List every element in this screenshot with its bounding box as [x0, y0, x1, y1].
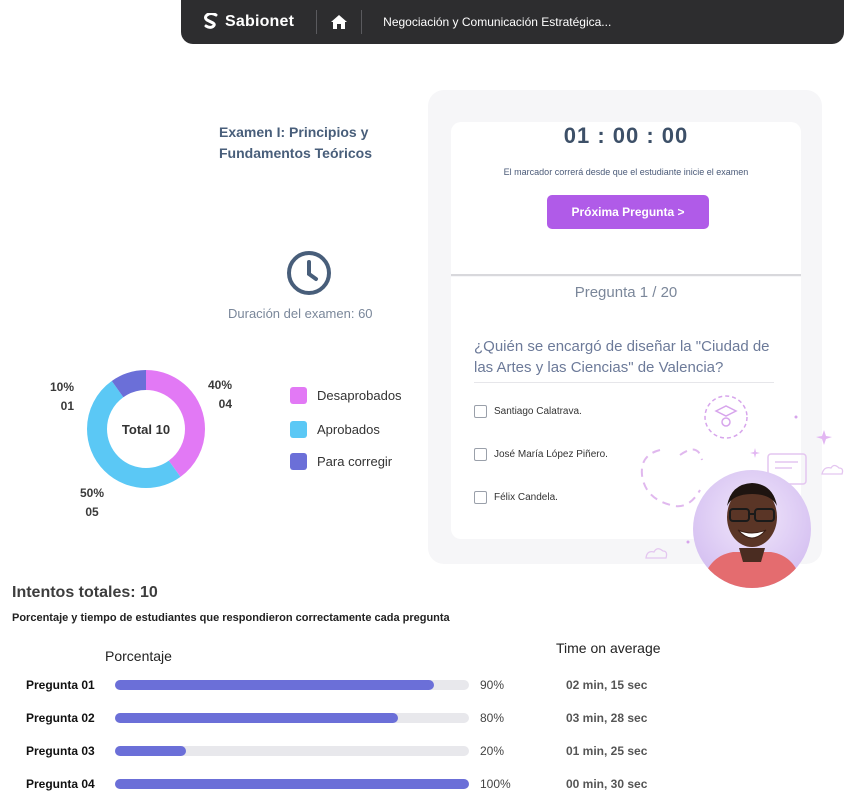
question-label: Pregunta 03 [26, 744, 95, 758]
cloud-icon [821, 464, 844, 475]
divider [316, 10, 318, 34]
breadcrumb-course[interactable]: Negociación y Comunicación Estratégica..… [383, 15, 612, 29]
top-bar: Sabionet Negociación y Comunicación Estr… [181, 0, 844, 44]
person-icon [701, 483, 803, 588]
pct-label-desaprobados: 40% 04 [208, 378, 233, 411]
sparkle-icon [750, 448, 760, 458]
percent-bar-track [115, 779, 469, 789]
answer-checkbox[interactable] [474, 491, 487, 504]
donut-center-label: Total 10 [122, 422, 170, 437]
exam-duration: Duración del examen: 60 [228, 306, 373, 321]
divider [361, 10, 363, 34]
percent-bar-track [115, 680, 469, 690]
answer-option[interactable]: Félix Candela. [474, 491, 558, 504]
total-attempts: Intentos totales: 10 [12, 584, 158, 601]
percent-value: 90% [480, 678, 505, 692]
answer-option[interactable]: José María López Piñero. [474, 448, 608, 461]
brand-logo[interactable]: Sabionet [203, 13, 294, 31]
legend-swatch [290, 453, 307, 470]
percent-bar-fill [115, 746, 186, 756]
answer-option[interactable]: Santiago Calatrava. [474, 405, 582, 418]
average-time: 00 min, 30 sec [566, 777, 648, 791]
donut-slice-aprobados [87, 370, 205, 488]
home-button[interactable] [330, 14, 348, 30]
sabionet-logo-icon [204, 13, 218, 29]
column-header-percent: Porcentaje [105, 648, 172, 664]
next-question-button[interactable]: Próxima Pregunta > [547, 195, 709, 229]
question-counter: Pregunta 1 / 20 [574, 284, 678, 301]
question-stat-row: Pregunta 02 80% 03 min, 28 sec [0, 709, 844, 729]
exam-timer: 01 : 00 : 00 [563, 123, 689, 148]
sparkle-icon [816, 430, 832, 445]
donut-slice-para-corregir [87, 370, 205, 488]
question-text: ¿Quién se encargó de diseñar la "Ciudad … [474, 338, 770, 376]
exam-title: Examen I: Principios y Fundamentos Teóri… [219, 124, 372, 161]
percent-value: 80% [480, 711, 505, 725]
question-label: Pregunta 02 [26, 711, 95, 725]
percent-value: 100% [480, 777, 511, 791]
stats-subtitle: Porcentaje y tiempo de estudiantes que r… [12, 612, 450, 624]
question-label: Pregunta 04 [26, 777, 95, 791]
timer-note: El marcador correrá desde que el estudia… [503, 167, 749, 177]
answer-checkbox[interactable] [474, 448, 487, 461]
average-time: 02 min, 15 sec [566, 678, 648, 692]
question-stat-row: Pregunta 04 100% 00 min, 30 sec [0, 775, 844, 795]
pct-label-aprobados: 50% 05 [80, 486, 105, 519]
percent-bar-fill [115, 713, 399, 723]
clock-icon [287, 251, 331, 295]
percent-bar-fill [115, 779, 469, 789]
percent-bar-track [115, 713, 469, 723]
home-icon [331, 15, 348, 29]
legend-desaprobados: Desaprobados [290, 387, 402, 404]
legend-aprobados: Aprobados [290, 421, 380, 438]
legend-swatch [290, 421, 307, 438]
percent-bar-fill [115, 680, 434, 690]
column-header-time: Time on average [556, 640, 661, 656]
results-donut-chart: Total 10 [87, 370, 205, 488]
card-divider [451, 274, 801, 276]
question-stat-row: Pregunta 03 20% 01 min, 25 sec [0, 742, 844, 762]
percent-bar-track [115, 746, 469, 756]
average-time: 03 min, 28 sec [566, 711, 648, 725]
question-underline [474, 382, 774, 383]
average-time: 01 min, 25 sec [566, 744, 648, 758]
brand-name: Sabionet [225, 13, 295, 30]
answer-checkbox[interactable] [474, 405, 487, 418]
question-label: Pregunta 01 [26, 678, 95, 692]
percent-value: 20% [480, 744, 505, 758]
cloud-icon [645, 548, 668, 559]
legend-swatch [290, 387, 307, 404]
student-avatar [693, 470, 811, 588]
question-stat-row: Pregunta 01 90% 02 min, 15 sec [0, 676, 844, 696]
graduation-cap-icon [714, 405, 738, 417]
legend-para-corregir: Para corregir [290, 453, 392, 470]
decorative-doodles [640, 395, 844, 559]
pct-label-corregir: 10% 01 [50, 380, 75, 413]
